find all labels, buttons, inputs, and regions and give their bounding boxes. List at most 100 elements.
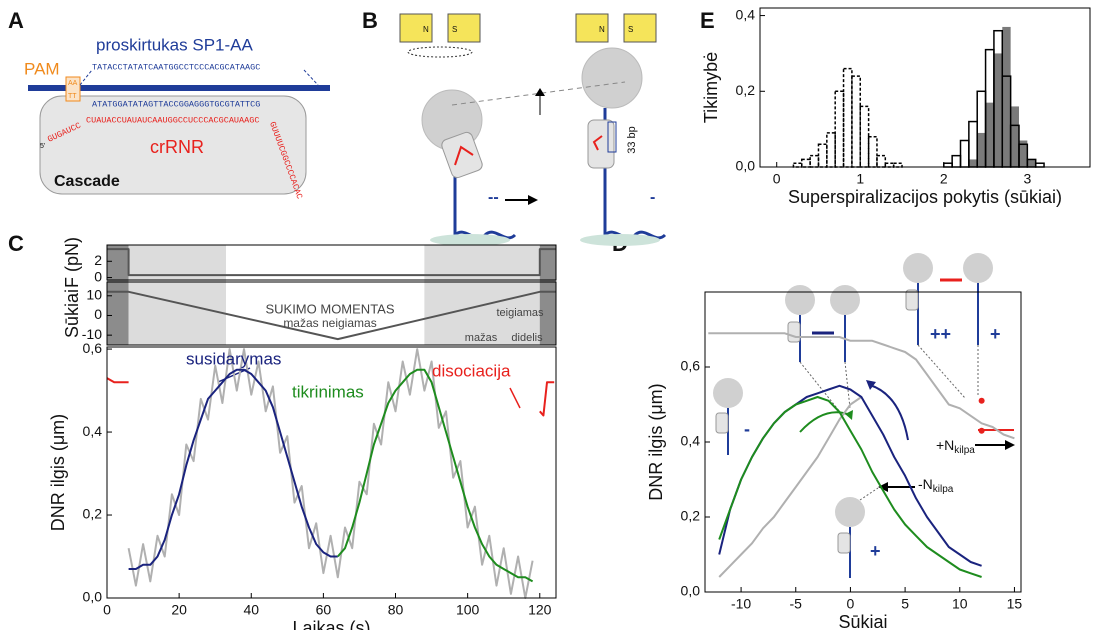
- x-tick-label: 100: [456, 602, 480, 618]
- surface: [430, 234, 510, 246]
- annotation: +Nkilpa: [936, 437, 975, 456]
- annotation-main: -N: [918, 476, 933, 492]
- series-line: [539, 381, 555, 417]
- histogram-bar: [977, 132, 986, 167]
- x-tick-label: 2: [940, 171, 948, 187]
- histogram-bar: [892, 162, 903, 168]
- point: [978, 397, 985, 404]
- bead: [581, 47, 643, 109]
- histogram-bar: [959, 139, 970, 168]
- strand-link: [79, 69, 93, 86]
- x-tick-label: 40: [243, 602, 259, 618]
- point: [978, 427, 985, 434]
- annotation: tikrinimas: [292, 382, 364, 401]
- x-axis-label: Sūkiai: [838, 612, 887, 630]
- supercoil-sign: +: [990, 324, 1001, 344]
- panel-letter: A: [8, 8, 24, 33]
- y-axis-label: DNR ilgis (μm): [646, 383, 666, 500]
- x-tick-label: 3: [1023, 171, 1031, 187]
- histogram-bar: [801, 158, 811, 168]
- bead: [830, 285, 860, 315]
- strand-link: [303, 69, 319, 86]
- histogram-bar: [993, 53, 1003, 167]
- annotation: teigiamas: [496, 307, 544, 319]
- y-tick-label: 0,6: [681, 358, 701, 374]
- supercoil-sign: -: [650, 189, 655, 206]
- histogram-bar: [809, 154, 820, 168]
- cascade: [587, 119, 615, 169]
- arrow-head: [528, 195, 538, 205]
- cascade: [787, 321, 801, 343]
- annotation-sub: kilpa: [933, 484, 954, 495]
- arrow-head: [866, 380, 876, 390]
- region: [107, 245, 129, 345]
- crrna: [592, 135, 603, 151]
- pam-label: PAM: [24, 59, 60, 78]
- x-tick-label: 0: [847, 596, 855, 612]
- y-tick-label: 0,0: [736, 158, 756, 174]
- bead: [903, 253, 933, 283]
- series-line: [107, 248, 556, 277]
- target-strand: TATACCTATATCAATGGCCTCCCACGCATAAGC: [92, 62, 260, 72]
- arrow-head: [535, 88, 545, 96]
- histogram-bar: [876, 154, 887, 168]
- dna-bar: [28, 85, 330, 91]
- y-axis-label: Tikimybė: [701, 52, 721, 123]
- panel-letter: E: [700, 8, 715, 33]
- supercoil-sign: ++: [930, 324, 951, 344]
- series-line: [107, 290, 556, 341]
- crrna-spacer: CUAUACCUAUAUCAAUGGCCUCCCACGCAUAAGC: [86, 115, 259, 125]
- histogram-bar: [792, 162, 803, 168]
- histogram-bar: [1002, 26, 1011, 167]
- plot-frame: [106, 244, 557, 281]
- histogram-bar: [1010, 106, 1019, 167]
- x-tick-label: 15: [1007, 596, 1023, 612]
- y-tick-label: -10: [82, 326, 102, 342]
- x-tick-label: 1: [856, 171, 864, 187]
- panel-a: PAM AA TT proskirtukas SP1-AA TATACCTATA…: [24, 35, 330, 200]
- series-line: [128, 368, 338, 570]
- histogram-bar: [834, 90, 845, 168]
- magnet: [623, 13, 657, 43]
- pointer: [799, 361, 841, 413]
- cascade-label: Cascade: [54, 173, 120, 190]
- spacer-label: proskirtukas SP1-AA: [96, 35, 253, 54]
- series-line: [718, 396, 982, 578]
- supercoil-sign: --: [488, 189, 499, 206]
- y-axis-label: Sūkiai: [62, 289, 82, 338]
- magnet: [447, 13, 481, 43]
- y-axis-label: DNR ilgis (μm): [48, 414, 68, 531]
- crrna: [454, 145, 474, 166]
- histogram-bar: [1018, 140, 1028, 167]
- series-line: [337, 368, 534, 583]
- y-tick-label: 0,4: [736, 6, 756, 22]
- pam-box: [65, 76, 81, 102]
- cascade: [441, 131, 483, 179]
- arrow-head: [878, 482, 888, 492]
- annotation: didelis: [511, 332, 543, 344]
- x-tick-label: 0: [773, 171, 781, 187]
- x-axis-label: Laikas (s): [292, 618, 370, 630]
- magnet-pole: S: [452, 25, 457, 34]
- y-tick-label: 0,4: [83, 423, 103, 439]
- crrna-label: crRNR: [150, 137, 204, 157]
- five-prime: 5': [40, 143, 45, 150]
- y-tick-label: 0,2: [681, 508, 701, 524]
- histogram-bar: [968, 159, 978, 167]
- histogram-bar: [951, 154, 962, 168]
- x-tick-label: 80: [388, 602, 404, 618]
- x-tick-label: 10: [952, 596, 968, 612]
- x-tick-label: -10: [731, 596, 751, 612]
- x-tick-label: 0: [103, 602, 111, 618]
- cascade: [837, 532, 851, 554]
- annotation: disociacija: [432, 361, 511, 380]
- panel-letter: C: [8, 231, 24, 256]
- plot-frame: [759, 7, 1091, 168]
- region: [539, 245, 556, 345]
- arrow-head: [1005, 440, 1015, 450]
- annotation-arrow: [509, 387, 521, 409]
- bead: [713, 378, 743, 408]
- bead: [963, 253, 993, 283]
- pointer: [844, 361, 851, 409]
- r-loop: [607, 121, 617, 153]
